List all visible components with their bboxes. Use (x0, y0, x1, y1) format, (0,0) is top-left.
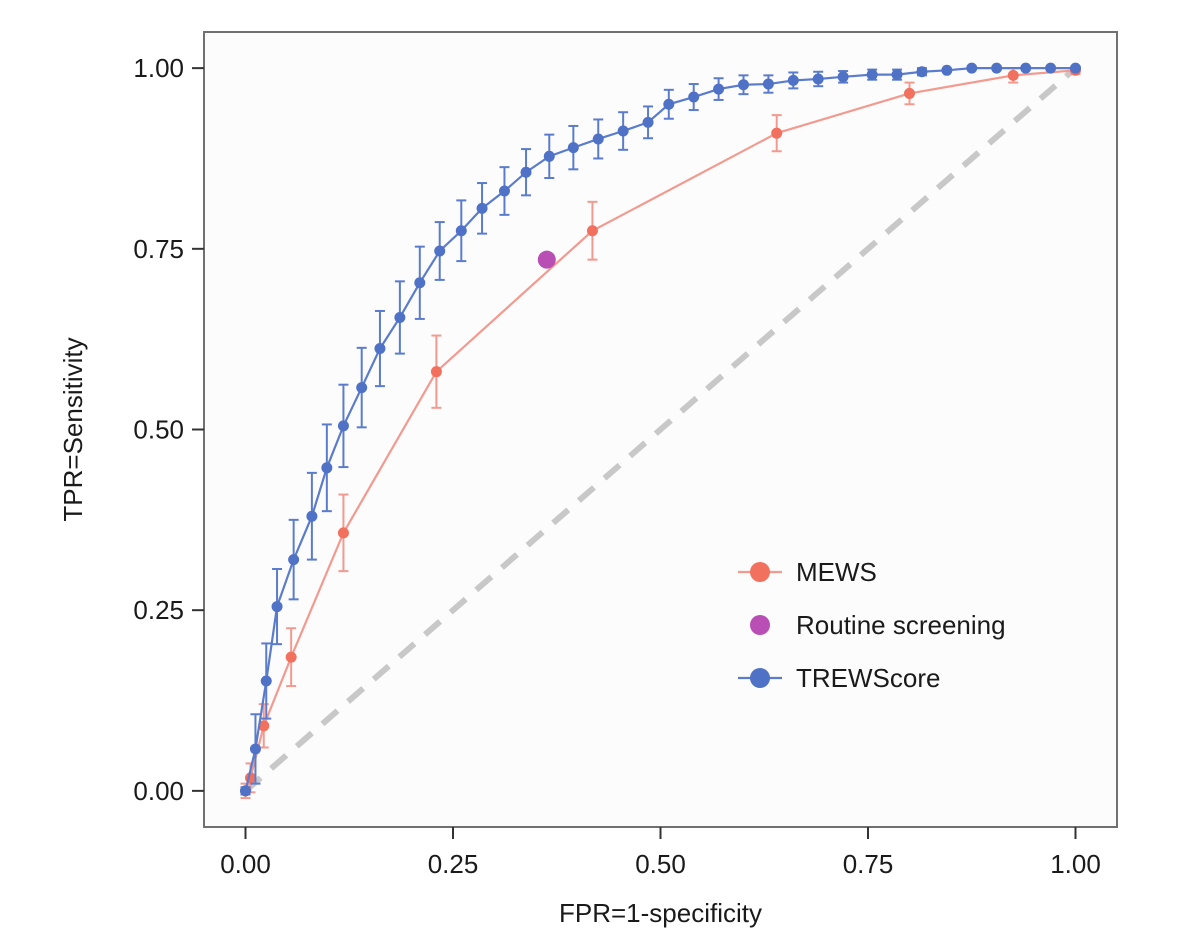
trewscore-point (374, 343, 386, 355)
trewscore-point (866, 69, 878, 81)
trewscore-point (306, 510, 318, 522)
mews-point (285, 651, 297, 663)
trewscore-point (916, 66, 928, 78)
x-tick-label: 0.25 (428, 849, 479, 879)
trewscore-point (337, 420, 349, 432)
trewscore-point (434, 245, 446, 257)
trewscore-point (787, 74, 799, 86)
trewscore-point (543, 150, 555, 162)
trewscore-point (891, 69, 903, 81)
y-tick-label: 0.75 (133, 234, 184, 264)
trewscore-point (260, 675, 272, 687)
trewscore-point (1020, 62, 1032, 74)
series-routine-screening (537, 250, 556, 269)
y-tick-label: 0.00 (133, 776, 184, 806)
trewscore-point (240, 785, 251, 797)
mews-point (771, 127, 783, 139)
axes-layer: 0.00 0.25 0.50 0.75 1.00 0.00 0.25 0.50 0.75 1.00 (133, 53, 1100, 879)
trewscore-point (1045, 62, 1057, 74)
trewscore-point (762, 78, 774, 90)
y-tick-label: 0.50 (133, 415, 184, 445)
trewscore-point (455, 225, 467, 237)
trewscore-point (991, 62, 1003, 74)
trewscore-point (642, 116, 654, 128)
series-trewscore (240, 62, 1081, 797)
trewscore-point (249, 743, 261, 755)
legend-key-marker (750, 562, 770, 582)
trewscore-point (321, 462, 333, 474)
x-tick-label: 1.00 (1050, 849, 1101, 879)
trewscore-point (520, 166, 532, 178)
x-tick-label: 0.00 (220, 849, 271, 879)
trewscore-point (713, 83, 725, 95)
trewscore-point (394, 311, 406, 323)
legend-item-routine-screening: Routine screening (750, 610, 1006, 640)
mews-point (258, 720, 270, 732)
legend-label: MEWS (796, 557, 877, 587)
trewscore-point (837, 71, 849, 83)
x-tick-label: 0.75 (843, 849, 894, 879)
legend-key-marker (750, 668, 770, 688)
legend: MEWS Routine screening TREWScore (738, 557, 1006, 693)
mews-point (337, 527, 349, 539)
legend-key-marker (750, 615, 770, 635)
trewscore-point (567, 142, 579, 154)
reference-line-layer (243, 65, 1078, 794)
trewscore-point (498, 185, 510, 197)
mews-point (904, 87, 915, 99)
trewscore-point (663, 98, 675, 110)
legend-label: TREWScore (796, 663, 940, 693)
trewscore-point (414, 277, 426, 289)
routine-screening-point (537, 250, 556, 269)
x-axis-title: FPR=1-specificity (559, 898, 762, 928)
trewscore-point (356, 382, 368, 394)
y-axis-title: TPR=Sensitivity (58, 337, 88, 521)
legend-item-trewscore: TREWScore (738, 663, 940, 693)
trewscore-point (288, 554, 300, 566)
mews-point (1007, 69, 1019, 81)
mews-point (430, 366, 442, 378)
y-tick-label: 1.00 (133, 53, 184, 83)
trewscore-point (966, 62, 978, 74)
trewscore-point (271, 601, 283, 613)
trewscore-point (812, 73, 824, 85)
trewscore-point (688, 91, 700, 103)
x-tick-label: 0.50 (635, 849, 686, 879)
trewscore-point (476, 202, 488, 214)
mews-point (586, 225, 598, 237)
trewscore-point (1070, 62, 1081, 74)
trewscore-point (738, 79, 749, 91)
trewscore-point (592, 133, 604, 145)
trewscore-point (617, 125, 629, 137)
series-layer (240, 62, 1081, 800)
trewscore-point (941, 64, 953, 76)
legend-label: Routine screening (796, 610, 1006, 640)
legend-item-mews: MEWS (738, 557, 877, 587)
reference-diagonal-line (243, 65, 1078, 794)
y-tick-label: 0.25 (133, 595, 184, 625)
